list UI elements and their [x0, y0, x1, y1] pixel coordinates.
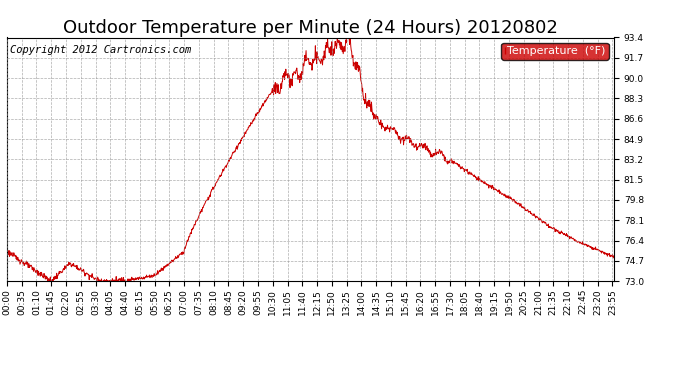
Text: Copyright 2012 Cartronics.com: Copyright 2012 Cartronics.com	[10, 45, 191, 55]
Legend: Temperature  (°F): Temperature (°F)	[501, 43, 609, 60]
Title: Outdoor Temperature per Minute (24 Hours) 20120802: Outdoor Temperature per Minute (24 Hours…	[63, 20, 558, 38]
